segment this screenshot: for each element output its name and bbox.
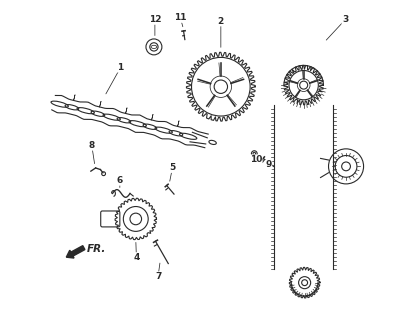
Text: 7: 7 <box>155 272 161 281</box>
Text: 10: 10 <box>250 155 262 164</box>
Text: 4: 4 <box>133 253 140 262</box>
Text: 9: 9 <box>266 160 272 169</box>
Text: 2: 2 <box>218 17 224 26</box>
Text: 5: 5 <box>169 164 176 172</box>
Text: 1: 1 <box>117 63 123 72</box>
Text: 8: 8 <box>89 141 95 150</box>
FancyArrow shape <box>66 246 85 258</box>
Text: 11: 11 <box>174 13 187 22</box>
Text: 3: 3 <box>342 15 348 24</box>
Text: 12: 12 <box>149 15 161 24</box>
Text: FR.: FR. <box>87 244 107 253</box>
Text: 6: 6 <box>117 176 123 185</box>
